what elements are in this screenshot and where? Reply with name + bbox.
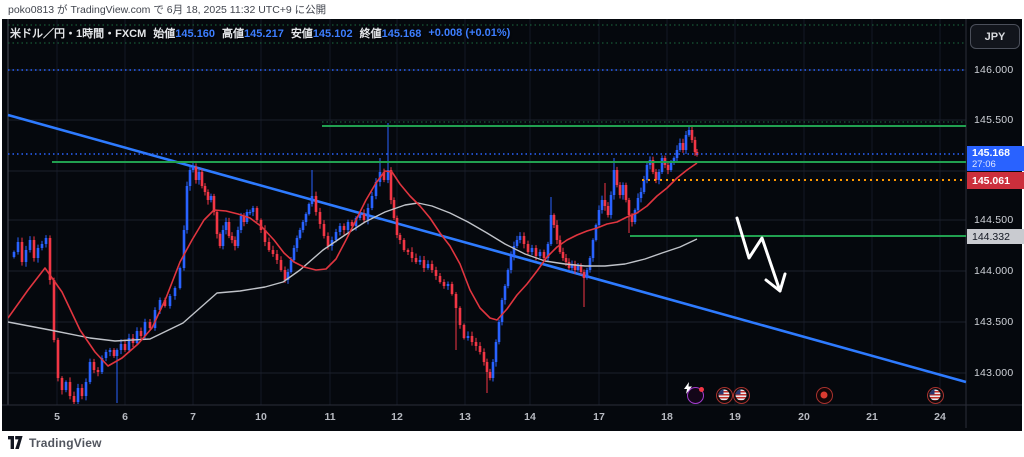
- time-axis-label: 24: [934, 411, 946, 423]
- symbol-title[interactable]: 米ドル／円・1時間・FXCM: [10, 28, 147, 40]
- event-lightning-icon[interactable]: [683, 381, 704, 404]
- price-axis-label: 145.500: [974, 114, 1014, 126]
- time-axis-label: 7: [190, 411, 196, 423]
- price-axis-label: 144.000: [974, 265, 1014, 277]
- event-us-flag-icon[interactable]: [715, 386, 733, 404]
- tradingview-wordmark: TradingView: [29, 436, 102, 450]
- candles-layer: [12, 123, 699, 404]
- candlestick-chart[interactable]: [2, 19, 1022, 431]
- time-axis-label: 20: [798, 411, 810, 423]
- current-price-value: 145.168: [972, 146, 1010, 159]
- tradingview-logo[interactable]: TradingView: [8, 436, 102, 450]
- red-dot-icon: [820, 391, 828, 399]
- descending-trendline[interactable]: [7, 113, 967, 384]
- time-axis-label: 5: [54, 411, 60, 423]
- chart-area[interactable]: 米ドル／円・1時間・FXCM 始値145.160 高値145.217 安値145…: [2, 19, 1024, 431]
- currency-toggle-button[interactable]: JPY: [970, 24, 1020, 49]
- time-axis-label: 11: [324, 411, 336, 423]
- vertical-gridlines: [56, 19, 941, 405]
- legend-low: 安値145.102: [290, 28, 353, 40]
- legend-change: +0.008 (+0.01%): [428, 27, 511, 39]
- time-axis-label: 10: [255, 411, 267, 423]
- time-axis-label: 12: [391, 411, 403, 423]
- event-red-dot-icon[interactable]: [815, 386, 833, 404]
- time-axis-label: 19: [729, 411, 741, 423]
- event-notification-dot: [698, 386, 704, 392]
- us-flag-icon: [718, 389, 730, 401]
- tradingview-mark-icon: [8, 436, 23, 449]
- us-flag-icon: [929, 389, 941, 401]
- event-us-flag-icon[interactable]: [926, 386, 944, 404]
- time-axis-label: 18: [661, 411, 673, 423]
- publish-info: poko0813 が TradingView.com で 6月 18, 2025…: [8, 4, 327, 16]
- current-price-badge: 145.168 27:06: [967, 146, 1024, 171]
- legend-high: 高値145.217: [222, 28, 284, 40]
- legend-open: 始値145.160: [153, 28, 216, 40]
- time-axis-label: 14: [524, 411, 536, 423]
- price-axis-label: 146.000: [974, 64, 1014, 76]
- lightning-bolt-icon: [683, 381, 692, 394]
- time-axis-label: 17: [593, 411, 605, 423]
- fast-moving-average[interactable]: [8, 162, 698, 367]
- event-us-flag-icon[interactable]: [732, 386, 750, 404]
- legend-close: 終値145.168: [359, 28, 422, 40]
- us-flag-icon: [735, 389, 747, 401]
- alert-price-badge: 145.061: [967, 172, 1024, 189]
- price-axis-label: 143.000: [974, 367, 1014, 379]
- time-axis-label: 21: [866, 411, 878, 423]
- down-arrow-drawing[interactable]: [735, 216, 787, 293]
- level-price-badge: 144.332: [967, 229, 1024, 244]
- symbol-legend[interactable]: 米ドル／円・1時間・FXCM 始値145.160 高値145.217 安値145…: [10, 25, 510, 41]
- price-axis-label: 144.500: [974, 214, 1014, 226]
- slow-moving-average[interactable]: [8, 202, 698, 342]
- price-axis-label: 143.500: [974, 316, 1014, 328]
- time-axis-label: 6: [122, 411, 128, 423]
- time-axis-label: 13: [459, 411, 471, 423]
- bar-countdown: 27:06: [972, 158, 996, 170]
